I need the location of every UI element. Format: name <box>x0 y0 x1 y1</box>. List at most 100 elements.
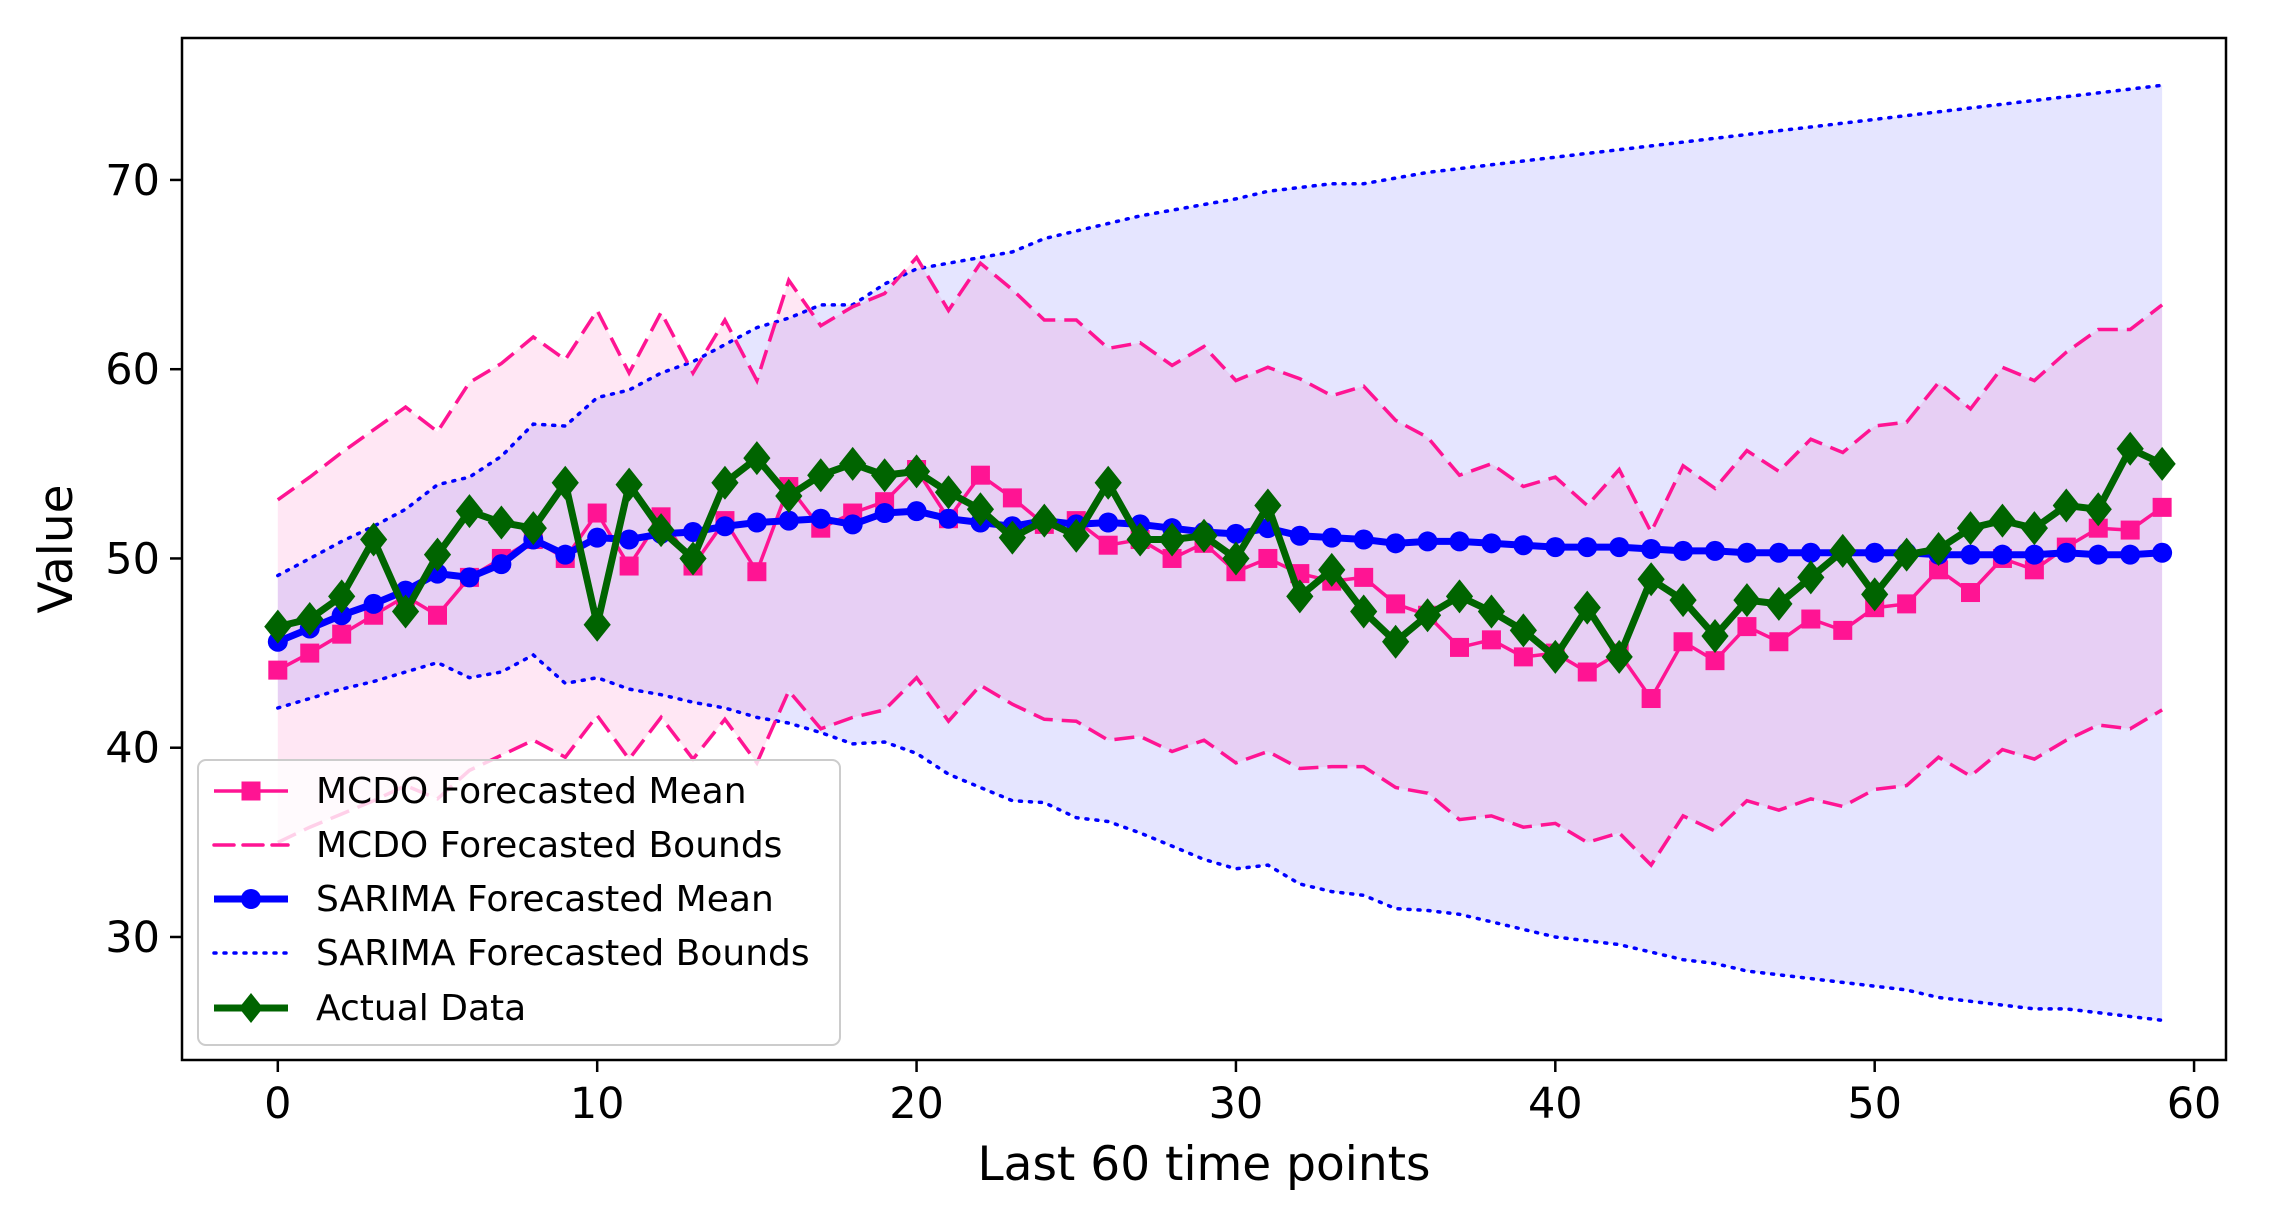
mcdo-mean-point <box>2024 560 2044 580</box>
legend-label-sarima-bounds: SARIMA Forecasted Bounds <box>316 933 810 974</box>
sarima-mean-point <box>2120 544 2141 565</box>
mcdo-mean-point <box>2152 497 2172 517</box>
actual-data-point <box>1669 583 1697 618</box>
sarima-mean-point <box>1449 531 1470 552</box>
x-axis-ticks: 0 10 20 30 40 50 60 <box>264 1060 2221 1129</box>
actual-data-point <box>1445 579 1474 614</box>
actual-data-point <box>743 441 771 476</box>
sarima-mean-point <box>555 544 576 565</box>
mcdo-mean-point <box>747 562 767 582</box>
legend-item-sarima-bounds: SARIMA Forecasted Bounds <box>212 933 810 974</box>
sarima-mean-point <box>1673 540 1694 561</box>
x-tick-label: 30 <box>1209 1079 1264 1129</box>
mcdo-mean-point <box>332 624 352 644</box>
sarima-mean-point <box>491 554 512 575</box>
legend-marker <box>239 993 263 1023</box>
legend-box <box>197 759 841 1046</box>
actual-data-point <box>1573 590 1601 625</box>
actual-data-point <box>1861 577 1889 612</box>
mcdo-mean-point <box>300 643 320 663</box>
mcdo-mean-point <box>1258 548 1278 568</box>
x-tick-label: 10 <box>570 1079 625 1129</box>
sarima-upper-bound-line <box>276 83 2164 578</box>
sarima-mean-point <box>906 501 927 522</box>
actual-data-point <box>2052 488 2080 523</box>
actual-data-point <box>1797 560 1825 595</box>
actual-data-point <box>264 609 292 644</box>
sarima-mean-point <box>2088 544 2109 565</box>
actual-data-point <box>391 594 420 629</box>
actual-data-point <box>1541 639 1569 674</box>
sarima-mean-point <box>1736 542 1757 563</box>
mcdo-mean-point <box>1098 535 1118 555</box>
actual-data-point <box>328 579 356 614</box>
sarima-mean-point <box>1960 544 1981 565</box>
actual-data-point <box>1477 594 1506 629</box>
actual-data-point <box>1158 522 1186 557</box>
actual-data-point <box>1893 537 1921 572</box>
actual-data-point <box>679 541 707 576</box>
mcdo-mean-point <box>1513 647 1533 667</box>
mcdo-mean-point <box>1002 488 1022 508</box>
actual-data-point <box>902 454 931 489</box>
sarima-mean-point <box>363 593 384 614</box>
actual-data-point <box>871 458 899 493</box>
legend-item-sarima-mean: SARIMA Forecasted Mean <box>214 879 774 920</box>
actual-data-point <box>1318 552 1346 587</box>
mcdo-upper-bound-line <box>276 254 2164 536</box>
sarima-mean-point <box>1992 544 2013 565</box>
y-tick-label: 50 <box>105 534 160 584</box>
sarima-mean-point <box>1768 542 1789 563</box>
x-tick-label: 20 <box>889 1079 944 1129</box>
legend-marker <box>241 889 261 909</box>
sarima-mean-point <box>1289 525 1310 546</box>
actual-data-point <box>1829 533 1857 568</box>
mcdo-mean-point <box>1961 583 1980 603</box>
sarima-mean-point <box>1641 539 1662 559</box>
actual-data-point <box>1382 624 1410 659</box>
mcdo-mean-point <box>1769 632 1789 652</box>
actual-data-point <box>807 458 835 493</box>
mcdo-mean-point <box>1577 662 1597 682</box>
actual-data-point <box>296 602 324 637</box>
mcdo-band-fill <box>277 257 2163 866</box>
actual-data-point <box>1988 503 2017 538</box>
legend-label-sarima-mean: SARIMA Forecasted Mean <box>316 879 774 920</box>
actual-data-point <box>1062 518 1090 553</box>
sarima-mean-point <box>1481 533 1502 554</box>
actual-data-point <box>934 475 963 510</box>
mcdo-mean-point <box>1162 548 1182 568</box>
mcdo-mean-point <box>268 660 288 680</box>
sarima-mean-point <box>778 510 799 531</box>
sarima-lower-bound-line <box>276 652 2164 1023</box>
actual-data-point <box>1222 541 1250 576</box>
sarima-mean-point <box>1321 527 1342 548</box>
legend-label-actual-data: Actual Data <box>316 988 526 1029</box>
actual-data-point <box>1413 598 1442 633</box>
actual-data-point <box>1030 503 1058 538</box>
sarima-mean-point <box>331 605 352 626</box>
sarima-mean-point <box>1800 542 1821 563</box>
sarima-mean-point <box>2152 542 2173 563</box>
mcdo-mean-point <box>1481 630 1501 650</box>
actual-data-point <box>423 537 452 572</box>
actual-data-point <box>966 492 995 527</box>
mcdo-mean-point <box>1833 620 1853 640</box>
sarima-mean-point <box>1577 537 1598 558</box>
mcdo-mean-point <box>428 605 447 625</box>
legend-symbol-sarima-mean <box>214 889 288 909</box>
actual-data-point <box>1733 583 1761 618</box>
sarima-mean-point <box>1353 529 1374 550</box>
actual-data-point <box>2148 446 2176 481</box>
actual-data-point <box>1605 639 1633 674</box>
actual-data-point <box>1924 532 1953 566</box>
confidence-band-fills <box>277 85 2163 1021</box>
sarima-mean-point <box>619 529 640 550</box>
y-tick-label: 60 <box>105 345 160 395</box>
sarima-mean-point <box>874 503 895 524</box>
mcdo-mean-point <box>970 465 990 485</box>
sarima-mean-point <box>683 521 703 542</box>
y-tick-label: 70 <box>105 156 160 206</box>
